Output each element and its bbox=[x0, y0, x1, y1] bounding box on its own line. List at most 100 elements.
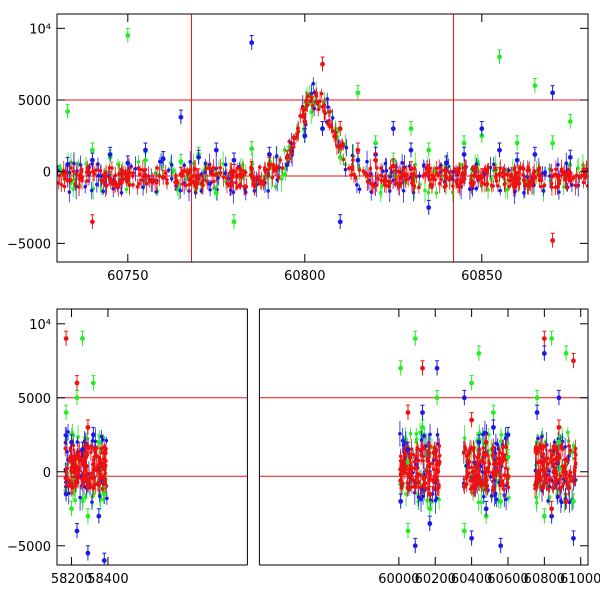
scatter-point bbox=[398, 175, 403, 179]
scatter-point bbox=[442, 185, 447, 189]
scatter-point bbox=[365, 159, 369, 164]
scatter-point bbox=[542, 459, 546, 464]
scatter-point bbox=[74, 480, 78, 485]
scatter-point bbox=[235, 166, 239, 171]
scatter-point bbox=[157, 174, 162, 178]
series-red-point-10 bbox=[249, 166, 255, 172]
scatter-point bbox=[71, 443, 76, 448]
scatter-point bbox=[119, 190, 124, 195]
scatter-point bbox=[98, 458, 103, 462]
scatter-point bbox=[96, 463, 101, 468]
scatter-point bbox=[435, 433, 440, 437]
scatter-point bbox=[504, 445, 509, 450]
series-red-point-16 bbox=[476, 481, 482, 487]
series-blue-point-18 bbox=[491, 424, 496, 430]
scatter-point bbox=[472, 446, 476, 450]
series-blue-point-10 bbox=[249, 40, 255, 46]
scatter-point bbox=[413, 162, 418, 167]
scatter-point bbox=[485, 483, 490, 488]
scatter-point bbox=[228, 170, 233, 175]
scatter-point bbox=[483, 487, 488, 492]
scatter-point bbox=[244, 184, 249, 189]
scatter-point bbox=[421, 494, 425, 499]
scatter-point bbox=[433, 498, 438, 503]
scatter-point bbox=[538, 173, 543, 177]
x-tick-label-2: 60000 bbox=[378, 572, 419, 587]
scatter-point bbox=[417, 174, 422, 178]
scatter-point bbox=[139, 178, 144, 182]
x-tick-label-7: 61000 bbox=[560, 572, 600, 587]
scatter-point bbox=[427, 177, 432, 182]
scatter-point bbox=[243, 170, 248, 175]
series-green-point-25 bbox=[514, 140, 520, 146]
series-green-point-16 bbox=[355, 90, 361, 96]
series-blue-point-5 bbox=[90, 432, 96, 438]
scatter-point bbox=[90, 500, 94, 504]
series-red-point-3 bbox=[125, 175, 131, 180]
series-blue-point-15 bbox=[337, 219, 343, 225]
scatter-point bbox=[195, 182, 199, 186]
scatter-point bbox=[472, 180, 476, 185]
scatter-point bbox=[546, 456, 550, 461]
scatter-point bbox=[439, 177, 444, 182]
scatter-point bbox=[423, 188, 427, 193]
scatter-point bbox=[494, 173, 499, 177]
scatter-point bbox=[234, 180, 238, 185]
scatter-point bbox=[65, 449, 69, 454]
series-green-point-5 bbox=[90, 380, 96, 386]
series-blue-point-0 bbox=[65, 162, 71, 167]
scatter-point bbox=[533, 486, 537, 491]
scatter-point bbox=[497, 450, 502, 455]
scatter-point bbox=[507, 178, 511, 183]
scatter-point bbox=[465, 458, 470, 462]
scatter-point bbox=[505, 172, 510, 177]
scatter-point bbox=[314, 94, 319, 98]
scatter-point bbox=[435, 475, 439, 479]
series-blue-point-27 bbox=[550, 90, 555, 96]
scatter-point bbox=[208, 187, 212, 192]
scatter-point bbox=[496, 184, 500, 188]
series-blue-point-26 bbox=[571, 535, 576, 541]
scatter-point bbox=[163, 171, 168, 175]
series-red-point-28 bbox=[567, 177, 573, 183]
scatter-point bbox=[83, 495, 88, 500]
scatter-point bbox=[380, 184, 384, 189]
scatter-point bbox=[571, 176, 576, 180]
series-green-point-3 bbox=[125, 33, 131, 38]
scatter-point bbox=[479, 183, 484, 188]
scatter-point bbox=[513, 184, 517, 189]
series-green-point-9 bbox=[405, 528, 411, 534]
scatter-point bbox=[411, 190, 416, 195]
series-red-point-23 bbox=[549, 506, 555, 512]
scatter-point bbox=[85, 179, 89, 183]
top-panel: 60750 60800 60850 −5000 0 5000 10⁴ bbox=[7, 13, 589, 284]
y-tick-label-0: −5000 bbox=[7, 540, 51, 555]
scatter-point bbox=[407, 467, 411, 472]
scatter-point bbox=[538, 476, 543, 480]
scatter-point bbox=[330, 129, 335, 133]
scatter-point bbox=[467, 471, 471, 475]
scatter-point bbox=[182, 168, 187, 172]
scatter-point bbox=[136, 166, 141, 171]
scatter-point bbox=[474, 165, 479, 170]
scatter-point bbox=[361, 169, 366, 173]
scatter-point bbox=[178, 188, 183, 193]
scatter-point bbox=[541, 188, 546, 193]
scatter-point bbox=[430, 461, 435, 466]
scatter-point bbox=[312, 106, 317, 111]
series-red-point-25 bbox=[563, 498, 569, 504]
scatter-point bbox=[188, 176, 193, 181]
scatter-point bbox=[539, 444, 544, 448]
series-blue-point-2 bbox=[74, 528, 80, 534]
scatter-point bbox=[494, 468, 499, 472]
scatter-point bbox=[581, 180, 586, 185]
scatter-point bbox=[421, 174, 425, 178]
scatter-point bbox=[154, 190, 158, 194]
scatter-point bbox=[69, 166, 73, 170]
series-green-point-8 bbox=[213, 190, 219, 196]
scatter-point bbox=[104, 183, 109, 188]
scatter-point bbox=[437, 444, 442, 448]
scatter-point bbox=[63, 446, 68, 451]
scatter-point bbox=[468, 181, 473, 185]
series-red-point-18 bbox=[390, 163, 396, 169]
